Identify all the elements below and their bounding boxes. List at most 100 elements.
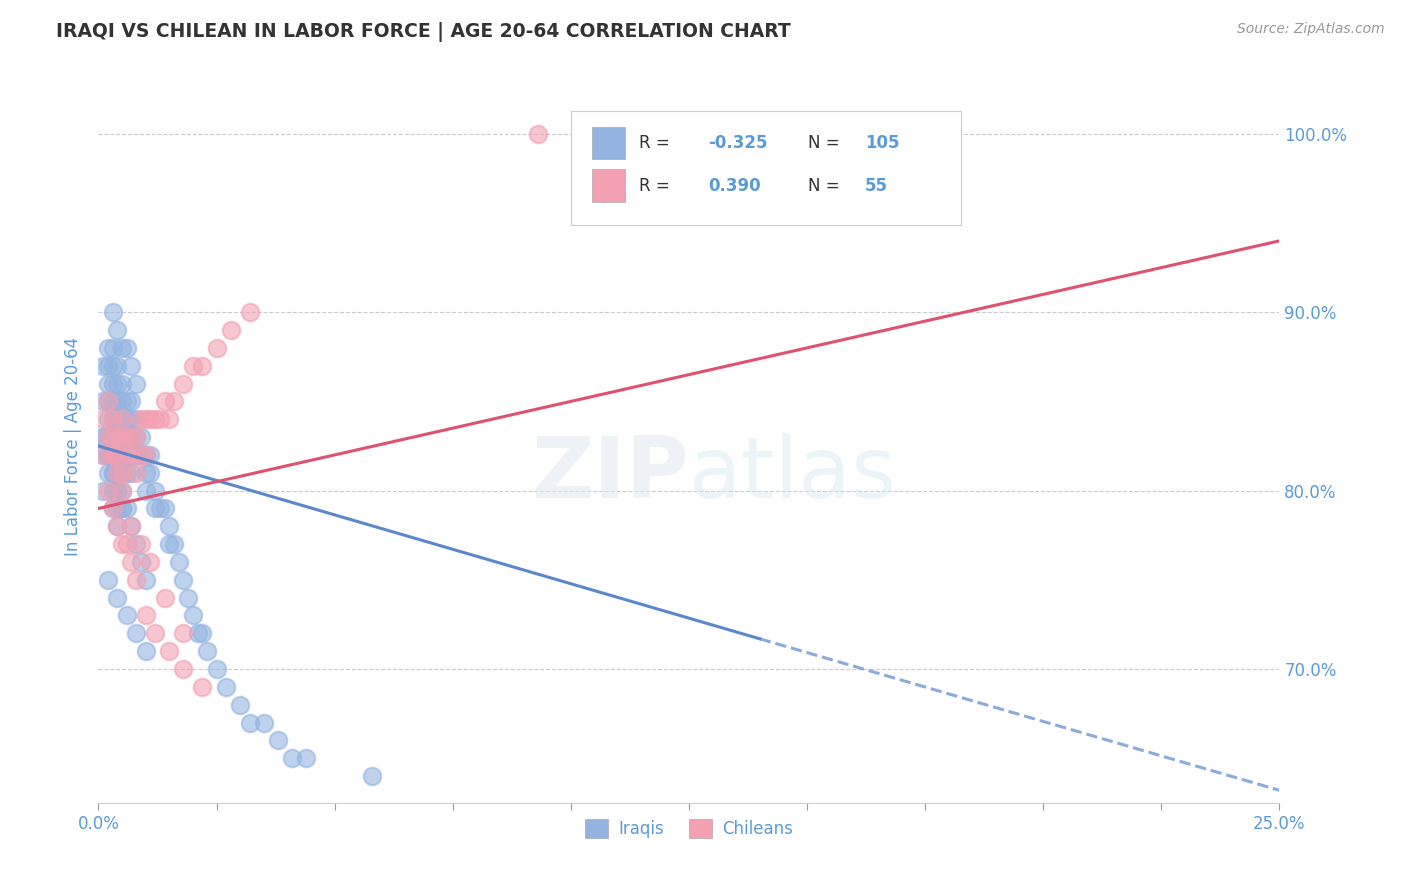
Text: ZIP: ZIP [531, 433, 689, 516]
Point [101, 341, 124, 355]
Point [135, 573, 157, 587]
Point [115, 430, 138, 444]
Text: Source: ZipAtlas.com: Source: ZipAtlas.com [1237, 22, 1385, 37]
Point [115, 430, 138, 444]
FancyBboxPatch shape [592, 127, 626, 159]
Point [267, 733, 290, 747]
Point [101, 448, 124, 462]
Point [163, 394, 186, 409]
Point [101, 448, 124, 462]
Point [121, 555, 143, 569]
Point [125, 537, 148, 551]
Point [91, 412, 114, 426]
Point [111, 466, 134, 480]
Point [115, 608, 138, 623]
Point [105, 466, 128, 480]
Point [121, 448, 143, 462]
Point [105, 501, 128, 516]
Point [121, 519, 143, 533]
Point [105, 591, 128, 605]
Y-axis label: In Labor Force | Age 20-64: In Labor Force | Age 20-64 [65, 336, 83, 556]
Point [97, 412, 120, 426]
Point [121, 466, 143, 480]
Point [91, 448, 114, 462]
Text: N =: N = [808, 177, 839, 194]
Point [135, 483, 157, 498]
Point [125, 626, 148, 640]
Point [101, 376, 124, 391]
Point [149, 501, 172, 516]
Point [167, 555, 190, 569]
Point [97, 341, 120, 355]
Point [129, 555, 152, 569]
Point [115, 341, 138, 355]
Point [121, 430, 143, 444]
Point [97, 430, 120, 444]
Point [97, 573, 120, 587]
Point [172, 626, 194, 640]
Point [111, 483, 134, 498]
Point [101, 501, 124, 516]
Point [97, 448, 120, 462]
Point [115, 537, 138, 551]
Point [91, 430, 114, 444]
Point [157, 519, 180, 533]
Point [121, 412, 143, 426]
Point [105, 323, 128, 337]
Point [111, 466, 134, 480]
Point [139, 466, 162, 480]
Point [135, 644, 157, 658]
Text: -0.325: -0.325 [707, 134, 768, 152]
Point [139, 412, 162, 426]
Point [111, 394, 134, 409]
Point [97, 466, 120, 480]
Point [239, 305, 262, 319]
Point [111, 537, 134, 551]
Point [239, 715, 262, 730]
Point [105, 448, 128, 462]
Text: IRAQI VS CHILEAN IN LABOR FORCE | AGE 20-64 CORRELATION CHART: IRAQI VS CHILEAN IN LABOR FORCE | AGE 20… [56, 22, 792, 42]
Point [125, 466, 148, 480]
Point [172, 376, 194, 391]
Point [91, 430, 114, 444]
Point [97, 376, 120, 391]
Point [115, 448, 138, 462]
Point [149, 412, 172, 426]
Point [105, 483, 128, 498]
Point [91, 448, 114, 462]
Point [172, 573, 194, 587]
Point [129, 448, 152, 462]
Point [143, 412, 166, 426]
Point [111, 430, 134, 444]
Text: atlas: atlas [689, 433, 897, 516]
Text: R =: R = [640, 134, 671, 152]
Point [97, 394, 120, 409]
Text: 105: 105 [865, 134, 900, 152]
Point [172, 662, 194, 676]
Point [191, 359, 214, 373]
Point [105, 483, 128, 498]
Point [187, 626, 209, 640]
Point [281, 751, 304, 765]
Point [121, 519, 143, 533]
Point [163, 537, 186, 551]
Point [91, 483, 114, 498]
Point [111, 501, 134, 516]
Point [105, 430, 128, 444]
Point [135, 448, 157, 462]
Point [115, 501, 138, 516]
Point [135, 608, 157, 623]
Point [121, 394, 143, 409]
Point [125, 573, 148, 587]
Point [153, 591, 176, 605]
Point [253, 715, 276, 730]
Point [129, 448, 152, 462]
Point [101, 448, 124, 462]
Point [153, 394, 176, 409]
Point [105, 448, 128, 462]
Legend: Iraqis, Chileans: Iraqis, Chileans [578, 812, 800, 845]
Point [105, 466, 128, 480]
Point [219, 323, 242, 337]
Point [143, 626, 166, 640]
Point [97, 483, 120, 498]
